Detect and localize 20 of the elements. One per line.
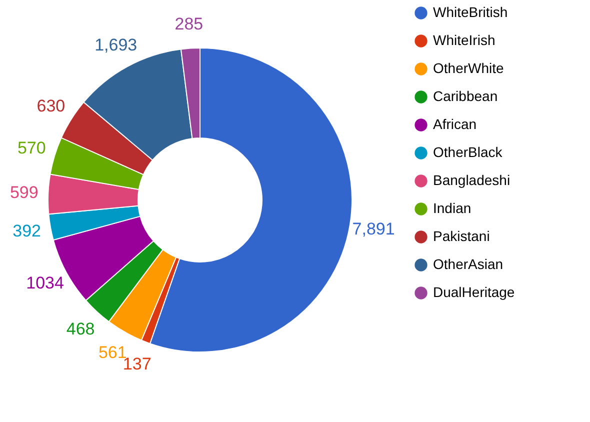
data-label: 468 (66, 319, 95, 338)
legend-label: Indian (433, 200, 472, 216)
legend-label: Bangladeshi (433, 172, 510, 188)
data-label: 392 (12, 221, 42, 240)
data-label: 285 (174, 14, 204, 34)
data-label: 7,891 (352, 219, 395, 238)
legend-label: Caribbean (433, 88, 498, 104)
legend-label: OtherWhite (433, 60, 504, 76)
legend-label: WhiteIrish (433, 32, 496, 48)
legend-label: Pakistani (433, 228, 490, 244)
data-label: 630 (36, 96, 66, 116)
data-label: 599 (10, 183, 38, 202)
data-label: 1,693 (94, 35, 138, 54)
data-label: 570 (17, 138, 46, 158)
legend-label: African (433, 116, 477, 132)
legend-label: OtherAsian (433, 256, 504, 272)
legend-label: OtherBlack (433, 144, 504, 160)
legend-label: DualHeritage (433, 284, 515, 300)
data-label: 1034 (26, 273, 64, 292)
legend-label: WhiteBritish (433, 4, 508, 20)
